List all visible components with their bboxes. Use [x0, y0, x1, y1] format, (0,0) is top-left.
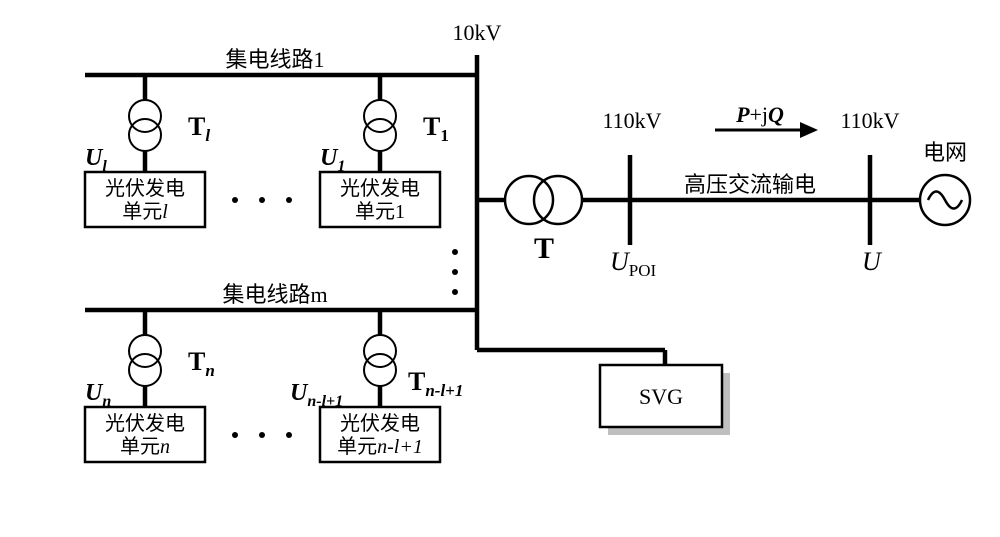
- pv-1-line1: 光伏发电: [340, 177, 420, 200]
- U-nl1-label: U: [290, 380, 309, 406]
- svg-device: SVG: [477, 350, 730, 435]
- pjq-arrow: P+jQ: [715, 102, 818, 138]
- pjq-mid: +j: [750, 102, 769, 127]
- U-l-label: U: [85, 145, 104, 171]
- svg-text:Un: Un: [85, 380, 111, 410]
- pv-1-suffix: 1: [395, 201, 405, 223]
- pjq-P: P: [735, 102, 750, 127]
- pv-nl1-unit: 单元: [337, 435, 377, 458]
- svg-text:Tn-l+1: Tn-l+1: [408, 367, 463, 400]
- collector-line-1-label: 集电线路1: [225, 47, 324, 72]
- pv-n-line1: 光伏发电: [105, 412, 185, 435]
- pv-nl1-line1: 光伏发电: [340, 412, 420, 435]
- grid-group: 电网: [870, 140, 970, 225]
- dots-bottom-row: [232, 432, 292, 438]
- svg-text:单元l: 单元l: [122, 200, 168, 223]
- xfmr-Tnl1-sub: n-l+1: [425, 381, 463, 400]
- pv-n-suffix: n: [160, 436, 170, 458]
- xfmr-Tn-label: T: [188, 347, 205, 376]
- U-1-label: U: [320, 145, 339, 171]
- pv-unit-1-group: T1 U1 光伏发电 单元1: [320, 75, 449, 227]
- svg-text:Tl: Tl: [188, 112, 210, 145]
- pv-l-line1: 光伏发电: [105, 177, 185, 200]
- svg-text:U1: U1: [320, 145, 345, 175]
- xfmr-Tnl1-label: T: [408, 367, 425, 396]
- svg-text:UPOI: UPOI: [610, 247, 657, 280]
- pv-1-unit: 单元: [355, 200, 395, 223]
- pv-l-unit: 单元: [122, 200, 162, 223]
- xfmr-Tn-sub: n: [205, 361, 214, 380]
- svg-text:单元1: 单元1: [355, 200, 405, 223]
- pv-unit-nl1-group: Tn-l+1 Un-l+1 光伏发电 单元n-l+1: [290, 310, 463, 462]
- U-right-label: U: [862, 247, 883, 276]
- dots-top-row: [232, 197, 292, 203]
- Upoi-sub: POI: [629, 261, 657, 280]
- U-n-label: U: [85, 380, 104, 406]
- pv-unit-l-group: Tl Ul 光伏发电 单元l: [85, 75, 210, 227]
- svg-label: SVG: [639, 384, 683, 409]
- pjq-Q: Q: [768, 102, 784, 127]
- svg-text:Ul: Ul: [85, 145, 107, 175]
- grid-label: 电网: [923, 140, 967, 165]
- hvac-label: 高压交流输电: [684, 172, 816, 197]
- xfmr-T1-label: T: [423, 112, 440, 141]
- dots-vertical: [452, 249, 458, 295]
- pv-unit-n-group: Tn Un 光伏发电 单元n: [85, 310, 215, 462]
- svg-text:单元n-l+1: 单元n-l+1: [337, 435, 423, 458]
- bus-10kv-label: 10kV: [453, 20, 502, 45]
- svg-text:T1: T1: [423, 112, 449, 145]
- single-line-diagram: 10kV 集电线路1 Tl Ul 光伏发电 单元l T1 U1 光伏发电: [0, 0, 1000, 537]
- bus-110kv-left-label: 110kV: [602, 108, 661, 133]
- xfmr-T1-sub: 1: [440, 126, 449, 145]
- pv-n-unit: 单元: [120, 435, 160, 458]
- svg-text:Tn: Tn: [188, 347, 215, 380]
- pv-nl1-suffix: n-l+1: [377, 436, 423, 458]
- collector-line-m-label: 集电线路m: [222, 282, 327, 307]
- bus-110kv-right-label: 110kV: [840, 108, 899, 133]
- svg-text:P+jQ: P+jQ: [735, 102, 784, 127]
- main-xfmr-label: T: [534, 232, 554, 265]
- xfmr-Tl-label: T: [188, 112, 205, 141]
- xfmr-Tl-sub: l: [205, 126, 210, 145]
- pv-l-suffix: l: [162, 201, 168, 223]
- svg-text:Un-l+1: Un-l+1: [290, 380, 343, 410]
- main-xfmr-group: T: [477, 176, 630, 265]
- svg-text:单元n: 单元n: [120, 435, 170, 458]
